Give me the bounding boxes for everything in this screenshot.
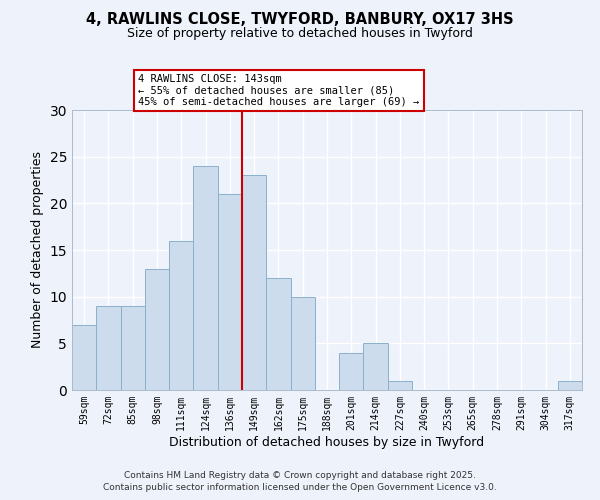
Bar [339,352,364,390]
Bar [72,324,96,390]
Y-axis label: Number of detached properties: Number of detached properties [31,152,44,348]
Text: Size of property relative to detached houses in Twyford: Size of property relative to detached ho… [127,28,473,40]
Bar [96,306,121,390]
Bar [242,176,266,390]
Bar [169,240,193,390]
Text: 4, RAWLINS CLOSE, TWYFORD, BANBURY, OX17 3HS: 4, RAWLINS CLOSE, TWYFORD, BANBURY, OX17… [86,12,514,28]
Bar [266,278,290,390]
Bar [145,268,169,390]
Bar [193,166,218,390]
Bar [558,380,582,390]
X-axis label: Distribution of detached houses by size in Twyford: Distribution of detached houses by size … [169,436,485,448]
Bar [121,306,145,390]
Bar [364,344,388,390]
Bar [388,380,412,390]
Bar [290,296,315,390]
Text: 4 RAWLINS CLOSE: 143sqm
← 55% of detached houses are smaller (85)
45% of semi-de: 4 RAWLINS CLOSE: 143sqm ← 55% of detache… [139,74,419,107]
Bar [218,194,242,390]
Text: Contains HM Land Registry data © Crown copyright and database right 2025.
Contai: Contains HM Land Registry data © Crown c… [103,471,497,492]
